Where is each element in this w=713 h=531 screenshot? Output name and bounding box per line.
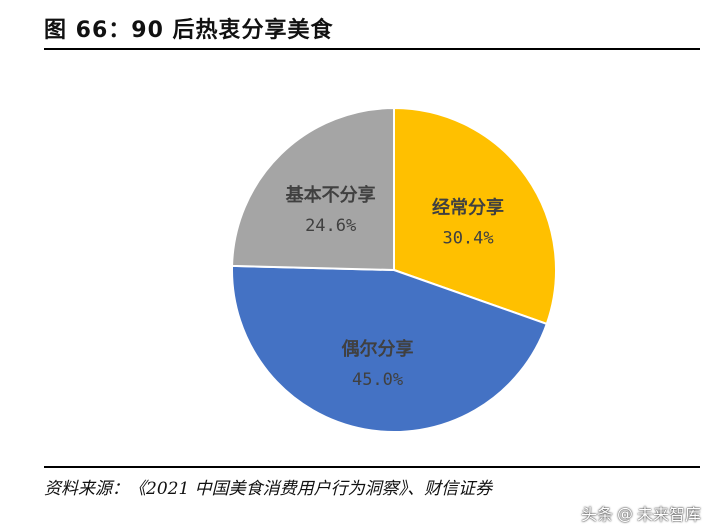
at-icon: @ — [616, 503, 633, 523]
source-note: 资料来源：《2021 中国美食消费用户行为洞察》、财信证券 — [44, 479, 493, 499]
pie-slice-1 — [231, 264, 549, 433]
slice-value-1: 45.0% — [352, 370, 403, 390]
slice-label-0: 经常分享 — [432, 197, 504, 219]
figure-title: 图 66：90 后热衷分享美食 — [44, 18, 334, 43]
pie-slice-0 — [393, 106, 557, 326]
pie-slice-2 — [231, 106, 395, 272]
title-divider — [44, 48, 700, 50]
watermark-prefix: 头条 — [580, 505, 613, 524]
slice-label-2: 基本不分享 — [285, 184, 376, 206]
pie-slices — [231, 106, 557, 433]
pie-labels: 经常分享 30.4% 偶尔分享 45.0% 基本不分享 24.6% — [285, 184, 504, 390]
slice-value-2: 24.6% — [305, 216, 356, 236]
watermark: 头条 @ 未来智库 — [581, 501, 701, 525]
watermark-account: 未来智库 — [636, 505, 701, 524]
slice-label-1: 偶尔分享 — [342, 338, 414, 360]
slice-value-0: 30.4% — [442, 229, 493, 249]
source-divider — [44, 466, 700, 468]
